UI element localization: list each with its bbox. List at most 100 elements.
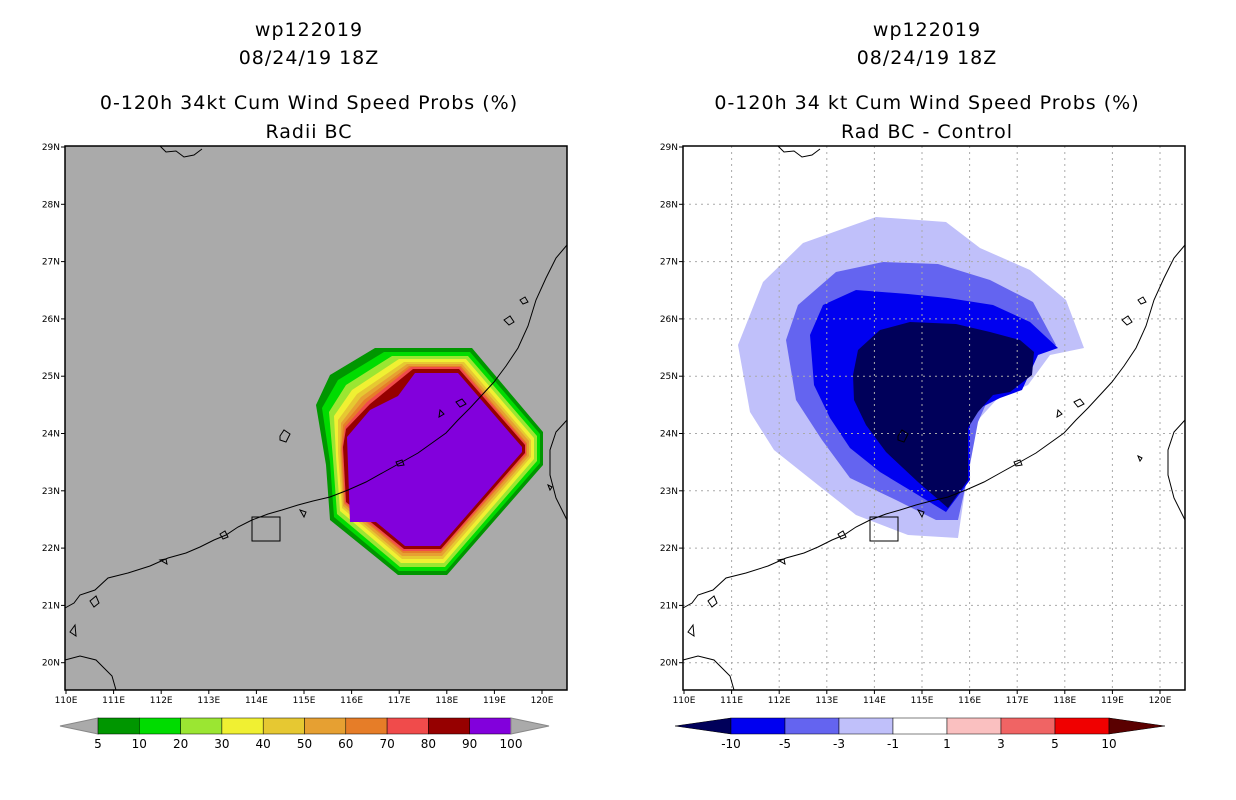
colorbar-label: 30: [214, 737, 229, 751]
lon-tick-label: 115E: [293, 696, 316, 706]
right-gridlines: [683, 146, 1185, 690]
right-coastline: [682, 145, 1186, 691]
colorbar-label: 3: [997, 737, 1005, 751]
right-difference-field: [738, 217, 1084, 538]
colorbar-swatch: [428, 717, 470, 735]
lat-tick-label: 20N: [660, 659, 678, 669]
lat-tick-label: 29N: [660, 143, 678, 153]
colorbar-label: -10: [721, 737, 741, 751]
lat-tick-label: 23N: [42, 487, 60, 497]
colorbar-label: 1: [943, 737, 951, 751]
colorbar-label: -5: [779, 737, 791, 751]
colorbar-low-arrow: [59, 717, 99, 735]
left-datetime: 08/24/19 18Z: [238, 47, 380, 69]
colorbar-swatch: [304, 717, 347, 735]
lon-tick-label: 111E: [720, 696, 743, 706]
left-map-frame: [64, 145, 568, 691]
right-colorbar: -10 -5 -3 -1 1 3 5 10: [674, 717, 1166, 751]
colorbar-swatch: [221, 717, 264, 735]
lat-tick-label: 26N: [42, 315, 60, 325]
colorbar-swatch: [386, 717, 429, 735]
right-subtitle: Rad BC - Control: [840, 121, 1014, 143]
lat-tick-label: 22N: [660, 544, 678, 554]
colorbar-label: 10: [132, 737, 147, 751]
lon-tick-label: 117E: [388, 696, 411, 706]
lon-tick-label: 116E: [958, 696, 981, 706]
lon-tick-label: 120E: [531, 696, 554, 706]
lon-tick-label: 111E: [102, 696, 125, 706]
colorbar-label: 100: [500, 737, 523, 751]
colorbar-label: 5: [94, 737, 102, 751]
lon-tick-label: 116E: [340, 696, 363, 706]
right-diff-minus10: [853, 322, 1034, 508]
lat-tick-label: 21N: [660, 601, 678, 611]
lat-tick-label: 27N: [660, 258, 678, 268]
lon-tick-label: 118E: [1053, 696, 1076, 706]
lat-tick-label: 29N: [42, 143, 60, 153]
right-panel: wp122019 08/24/19 18Z 0-120h 34 kt Cum W…: [618, 0, 1236, 800]
lon-tick-label: 110E: [55, 696, 78, 706]
colorbar-low-arrow: [674, 717, 732, 735]
lat-tick-label: 26N: [660, 315, 678, 325]
right-map-svg: 29N 28N 27N 26N 25N 24N 23N 22N 21N 20N 110E 111E 1…: [660, 143, 1186, 751]
colorbar-swatch: [139, 717, 181, 735]
lon-tick-label: 120E: [1149, 696, 1172, 706]
lat-tick-label: 22N: [42, 544, 60, 554]
lon-tick-label: 113E: [197, 696, 220, 706]
lon-tick-label: 114E: [245, 696, 268, 706]
lon-tick-label: 114E: [863, 696, 886, 706]
lat-tick-label: 27N: [42, 258, 60, 268]
lat-tick-label: 28N: [660, 200, 678, 210]
lat-tick-label: 28N: [42, 200, 60, 210]
right-storm-id: wp122019: [872, 19, 982, 41]
left-colorbar: 5 10 20 30 40 50 60 70 80 90 100: [59, 717, 550, 751]
left-probability-field: [316, 348, 543, 575]
right-title: 0-120h 34 kt Cum Wind Speed Probs (%): [714, 92, 1140, 114]
colorbar-swatch: [1000, 717, 1056, 735]
lat-tick-label: 21N: [42, 601, 60, 611]
colorbar-label: 90: [462, 737, 477, 751]
right-map-frame: [682, 145, 1186, 691]
colorbar-label: 70: [379, 737, 394, 751]
left-lat-axis: 29N 28N 27N 26N 25N 24N 23N 22N 21N 20N: [42, 143, 65, 669]
colorbar-high-arrow: [510, 717, 550, 735]
colorbar-swatch: [946, 717, 1002, 735]
lat-tick-label: 23N: [660, 487, 678, 497]
lon-tick-label: 117E: [1006, 696, 1029, 706]
lon-tick-label: 119E: [483, 696, 506, 706]
lon-tick-label: 112E: [150, 696, 173, 706]
lon-tick-label: 110E: [673, 696, 696, 706]
colorbar-swatch: [838, 717, 894, 735]
colorbar-swatch: [262, 717, 305, 735]
colorbar-label: 80: [421, 737, 436, 751]
left-map-svg: 29N 28N 27N 26N 25N 24N 23N 22N 21N 20N 110E 111E 1…: [42, 143, 568, 751]
colorbar-label: 5: [1051, 737, 1059, 751]
left-subtitle: Radii BC: [265, 121, 353, 143]
lon-tick-label: 119E: [1101, 696, 1124, 706]
lat-tick-label: 25N: [42, 372, 60, 382]
lon-tick-label: 115E: [911, 696, 934, 706]
left-coastline: [64, 145, 568, 691]
colorbar-swatch: [469, 717, 512, 735]
lat-tick-label: 24N: [660, 430, 678, 440]
colorbar-swatch: [1054, 717, 1110, 735]
colorbar-swatch: [180, 717, 223, 735]
colorbar-swatch: [892, 717, 948, 735]
left-title: 0-120h 34kt Cum Wind Speed Probs (%): [99, 92, 519, 114]
lat-tick-label: 20N: [42, 659, 60, 669]
colorbar-label: 20: [173, 737, 188, 751]
colorbar-high-arrow: [1108, 717, 1166, 735]
colorbar-label: -3: [833, 737, 845, 751]
colorbar-label: 10: [1101, 737, 1116, 751]
right-datetime: 08/24/19 18Z: [856, 47, 998, 69]
colorbar-label: 40: [256, 737, 271, 751]
colorbar-swatch: [345, 717, 388, 735]
lon-tick-label: 118E: [435, 696, 458, 706]
lon-tick-label: 112E: [768, 696, 791, 706]
colorbar-swatch: [97, 717, 140, 735]
right-lon-axis: 110E 111E 112E 113E 114E 115E 116E 117E 118E 119E…: [673, 690, 1172, 706]
lat-tick-label: 24N: [42, 430, 60, 440]
left-prob-90-100: [347, 373, 522, 546]
colorbar-label: -1: [887, 737, 899, 751]
lat-tick-label: 25N: [660, 372, 678, 382]
